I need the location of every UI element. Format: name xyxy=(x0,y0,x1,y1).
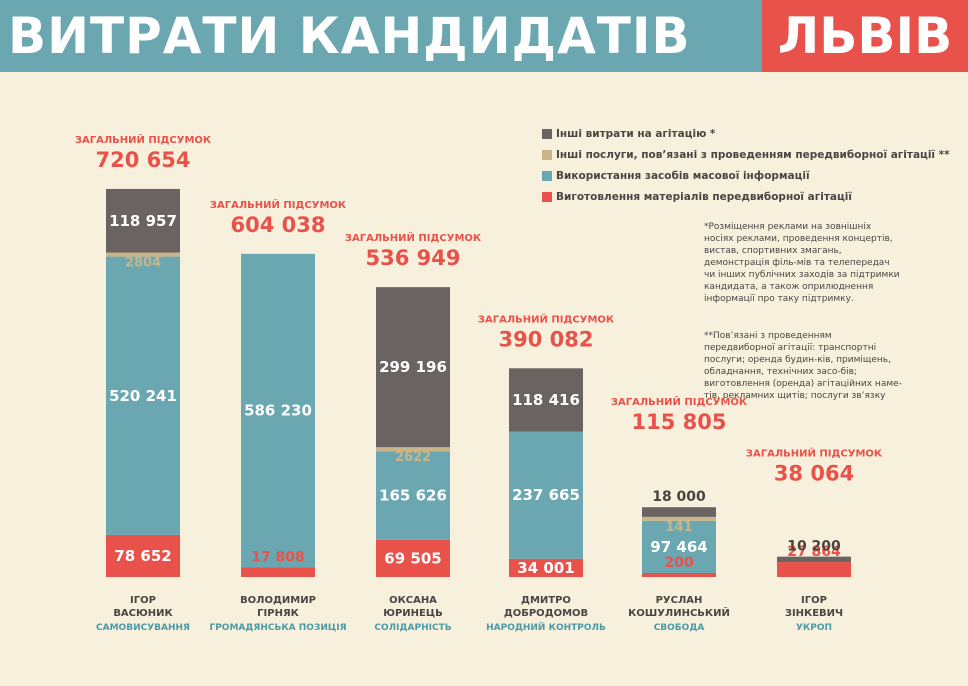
bar-segment-other-services xyxy=(376,447,450,452)
legend-swatch-other-services xyxy=(542,149,552,160)
bar-segment-materials xyxy=(777,562,851,577)
legend-label: Інші послуги, пов’язані з проведенням пе… xyxy=(556,148,950,161)
total-value: 115 805 xyxy=(632,410,727,434)
bar-segment-other-services xyxy=(642,516,716,521)
bar-segment-media xyxy=(106,256,180,535)
candidate-name: ІГОР xyxy=(801,595,827,606)
candidate-name: ГІРНЯК xyxy=(257,608,299,619)
bar-segment-materials xyxy=(642,573,716,577)
value-label-materials: 200 xyxy=(664,555,693,571)
candidate-name: РУСЛАН xyxy=(656,595,703,606)
candidate-party: СВОБОДА xyxy=(654,623,705,633)
total-value: 390 082 xyxy=(499,327,594,351)
value-label-materials: 34 001 xyxy=(517,559,574,577)
legend-label: Виготовлення матеріалів передвиборної аг… xyxy=(556,190,852,203)
candidate-name: ВАСЮНИК xyxy=(113,608,173,619)
value-label-other-agitation: 118 416 xyxy=(512,391,580,409)
value-label-materials: 69 505 xyxy=(384,549,441,567)
total-caption: ЗАГАЛЬНИЙ ПІДСУМОК xyxy=(611,395,748,408)
value-label-other-agitation: 18 000 xyxy=(652,489,706,505)
value-label-materials: 17 808 xyxy=(251,549,305,565)
bar-segment-other-agitation xyxy=(777,556,851,563)
bar-segment-other-agitation xyxy=(106,188,180,253)
value-label-media: 237 665 xyxy=(512,486,580,504)
bar-segment-media xyxy=(376,451,450,540)
legend-label: Інші витрати на агітацію * xyxy=(556,127,716,140)
candidate-name: ІГОР xyxy=(130,595,156,606)
total-value: 720 654 xyxy=(96,148,191,172)
candidate-party: САМОВИСУВАННЯ xyxy=(96,623,190,633)
candidate-party: УКРОП xyxy=(796,623,832,633)
bar-segment-other-agitation xyxy=(376,287,450,448)
candidate-name: КОШУЛИНСЬКИЙ xyxy=(628,606,730,619)
candidate-name: ОКСАНА xyxy=(389,595,437,606)
total-caption: ЗАГАЛЬНИЙ ПІДСУМОК xyxy=(478,312,615,325)
legend-swatch-media xyxy=(542,170,552,181)
bar-segment-other-agitation xyxy=(642,507,716,517)
legend-item-other-services: Інші послуги, пов’язані з проведенням пе… xyxy=(542,145,950,164)
value-label-materials: 78 652 xyxy=(114,547,171,565)
value-label-materials: 27 864 xyxy=(787,544,841,560)
header: ВИТРАТИ КАНДИДАТІВ ЛЬВІВ xyxy=(0,0,968,72)
value-label-media: 97 464 xyxy=(650,538,707,556)
bar-segment-other-services xyxy=(106,252,180,257)
value-label-other-agitation: 118 957 xyxy=(109,212,177,230)
value-label-other-agitation: 10 200 xyxy=(787,539,841,555)
bar-segment-materials xyxy=(241,567,315,577)
value-label-other-services: 2804 xyxy=(125,256,161,271)
candidate-name: ДМИТРО xyxy=(521,595,571,606)
legend-swatch-materials xyxy=(542,191,552,202)
value-label-other-services: 2622 xyxy=(395,450,431,465)
value-label-other-services: 141 xyxy=(665,520,692,535)
legend-swatch-other-agitation xyxy=(542,128,552,139)
bar-segment-materials xyxy=(509,558,583,577)
total-value: 38 064 xyxy=(774,462,854,486)
bar-segment-materials xyxy=(376,539,450,577)
candidate-name: ЮРИНЕЦЬ xyxy=(383,608,443,619)
candidate-party: ГРОМАДЯНСЬКА ПОЗИЦІЯ xyxy=(209,623,346,633)
legend-item-media: Використання засобів масової інформації xyxy=(542,166,950,185)
total-caption: ЗАГАЛЬНИЙ ПІДСУМОК xyxy=(210,198,347,211)
city-title: ЛЬВІВ xyxy=(762,0,968,72)
total-caption: ЗАГАЛЬНИЙ ПІДСУМОК xyxy=(75,133,212,146)
bar-segment-media xyxy=(642,520,716,573)
total-value: 536 949 xyxy=(366,246,461,270)
candidate-name: ДОБРОДОМОВ xyxy=(504,608,588,619)
footnote-other-agitation: *Розміщення реклами на зовнішніх носіях … xyxy=(704,222,900,304)
total-caption: ЗАГАЛЬНИЙ ПІДСУМОК xyxy=(746,447,883,460)
total-value: 604 038 xyxy=(231,213,326,237)
legend-item-other-agitation: Інші витрати на агітацію * xyxy=(542,124,950,143)
total-caption: ЗАГАЛЬНИЙ ПІДСУМОК xyxy=(345,231,482,244)
value-label-other-agitation: 299 196 xyxy=(379,358,447,376)
value-label-media: 165 626 xyxy=(379,487,447,505)
bar-segment-media xyxy=(509,431,583,559)
bar-segment-media xyxy=(241,253,315,568)
chart-legend: Інші витрати на агітацію * Інші послуги,… xyxy=(542,124,950,208)
value-label-media: 520 241 xyxy=(109,387,177,405)
bar-segment-other-agitation xyxy=(509,368,583,432)
candidate-name: ЗІНКЕВИЧ xyxy=(785,608,843,619)
footnote-other-services: **Пов’язані з проведенням передвиборної … xyxy=(704,331,902,401)
bar-segment-materials xyxy=(106,534,180,577)
candidate-party: СОЛІДАРНІСТЬ xyxy=(374,623,451,633)
value-label-media: 586 230 xyxy=(244,402,312,420)
candidate-party: НАРОДНИЙ КОНТРОЛЬ xyxy=(486,621,606,633)
page-title: ВИТРАТИ КАНДИДАТІВ xyxy=(0,0,762,72)
legend-label: Використання засобів масової інформації xyxy=(556,169,810,182)
legend-item-materials: Виготовлення матеріалів передвиборної аг… xyxy=(542,187,950,206)
candidate-name: ВОЛОДИМИР xyxy=(240,595,316,606)
